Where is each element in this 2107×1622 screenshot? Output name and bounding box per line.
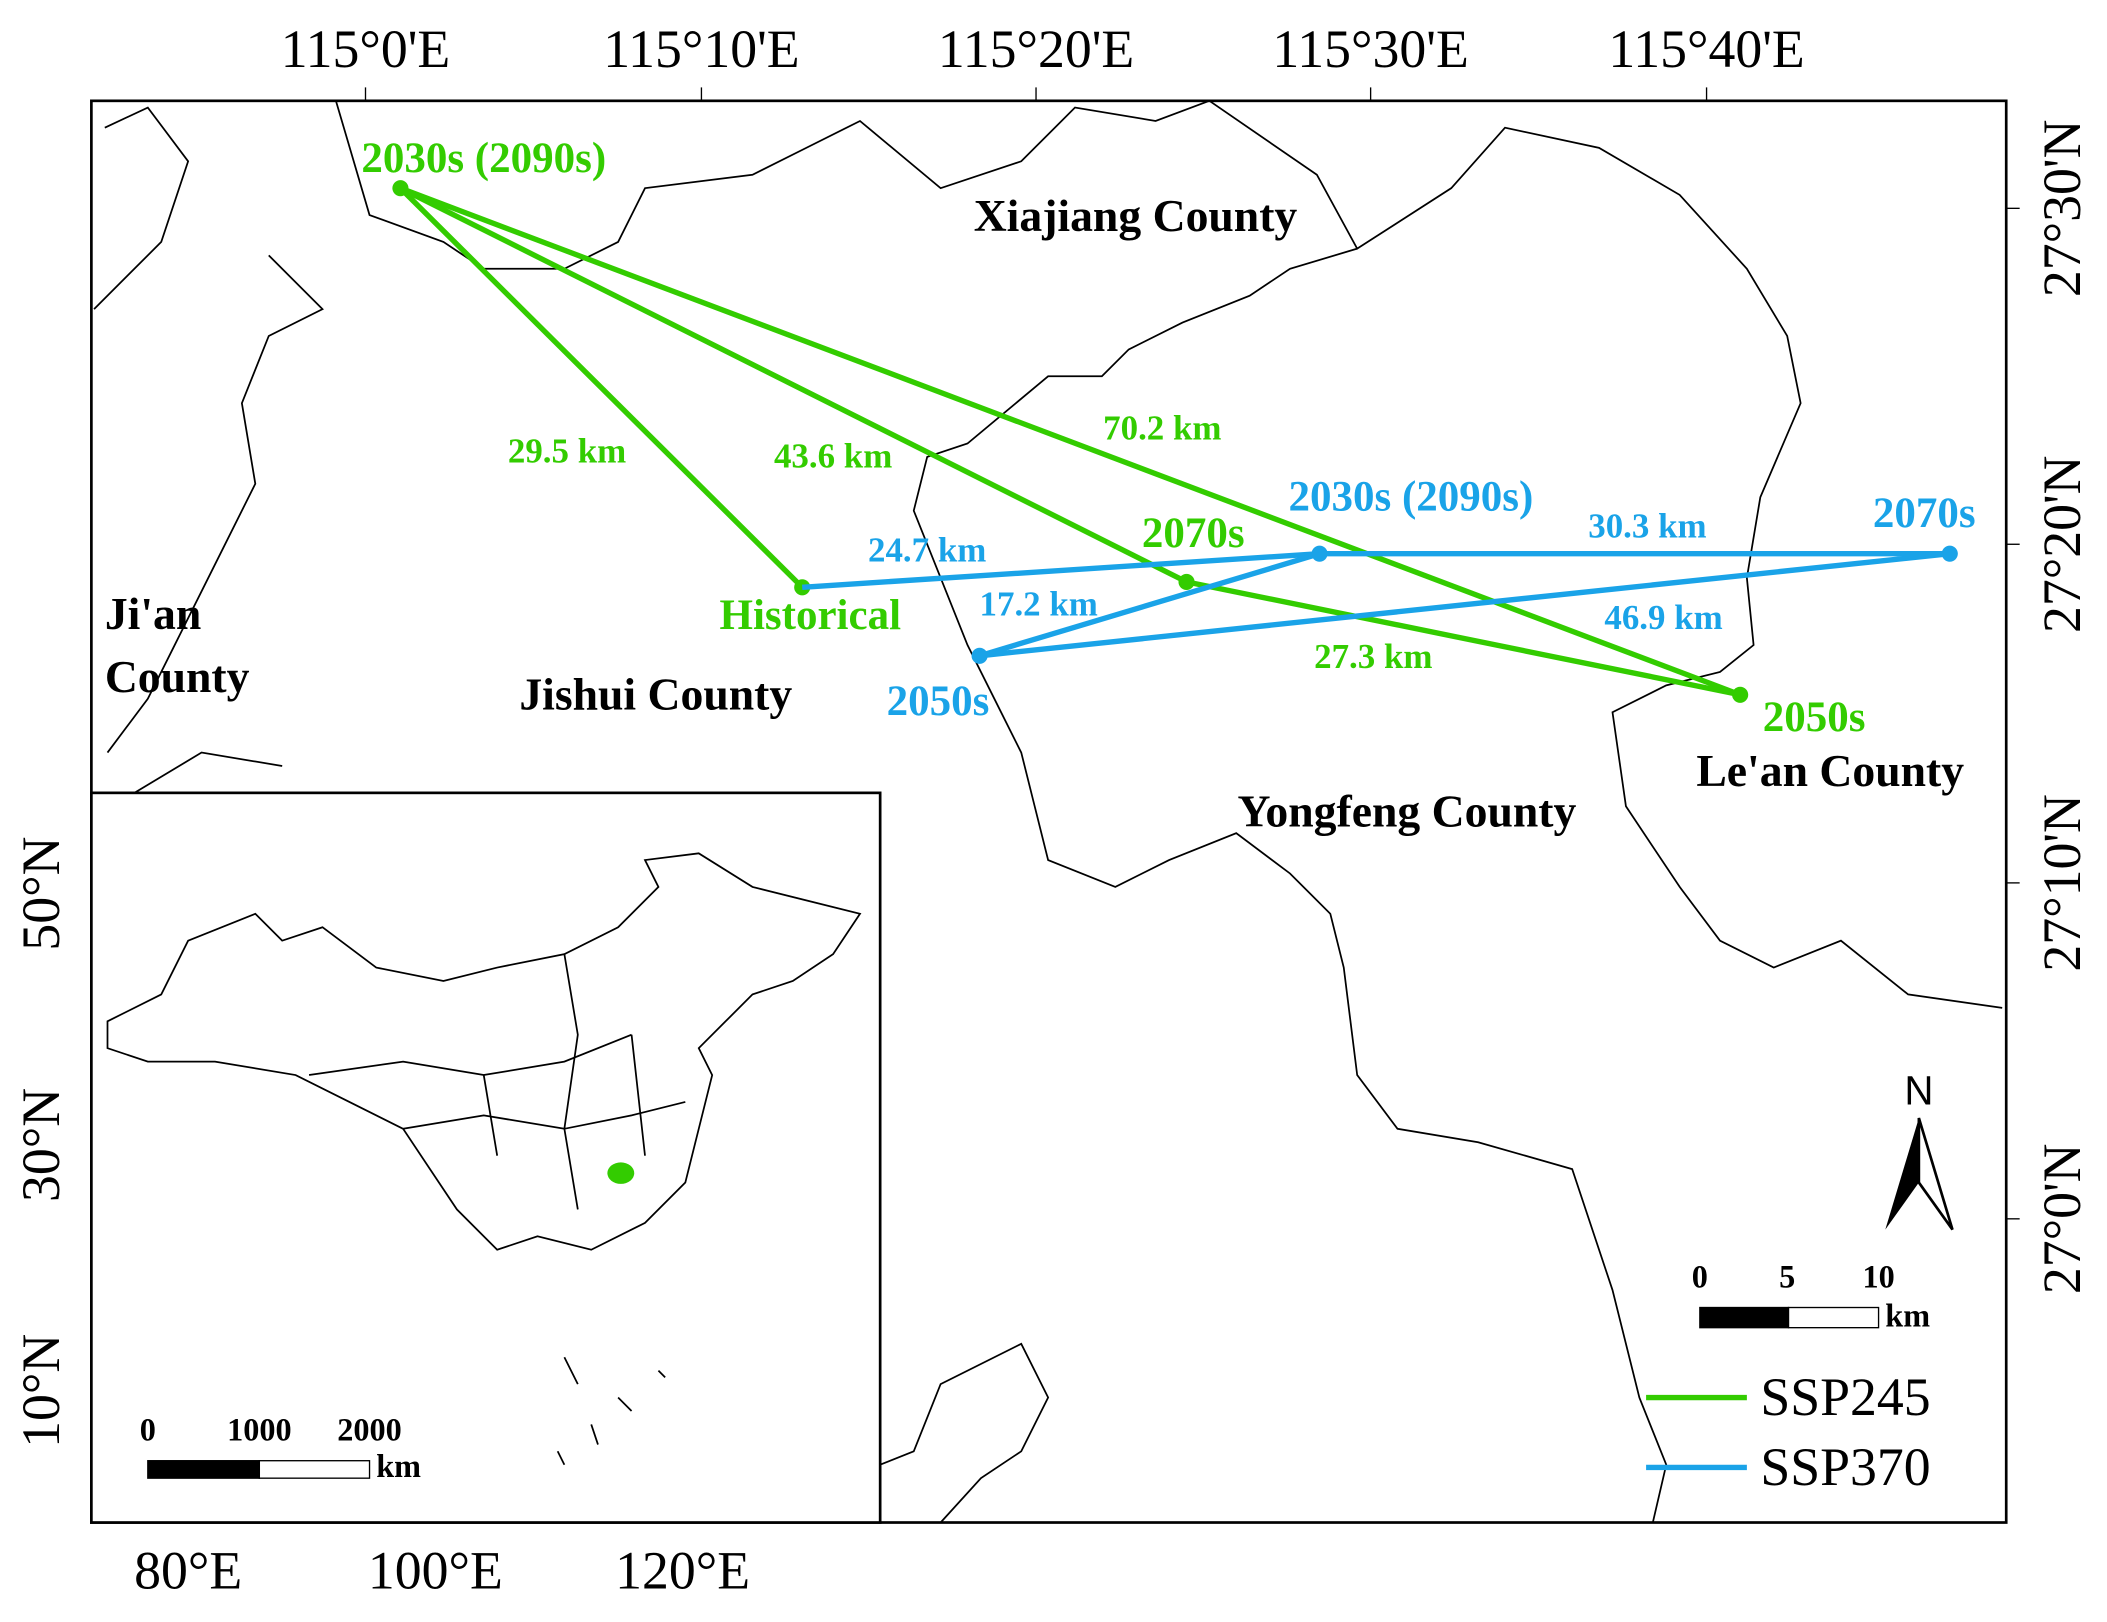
point-label: 2070s	[1142, 510, 1245, 557]
legend: SSP245 SSP370	[1646, 1367, 1931, 1497]
centroid-point	[1311, 545, 1328, 562]
county-label: Xiajiang County	[974, 190, 1298, 241]
distance-label: 43.6 km	[774, 437, 892, 476]
islands	[556, 1356, 666, 1466]
arrow-left	[1885, 1118, 1919, 1230]
centroid-point	[971, 647, 988, 664]
county-label: Yongfeng County	[1238, 785, 1577, 836]
scale-label: 1000	[227, 1412, 292, 1448]
scale-bar: 0 5 10 km	[1692, 1258, 1930, 1333]
centroid-point	[1178, 573, 1195, 590]
inset-lat-label: 50°N	[11, 837, 71, 951]
county-label: Le'an County	[1696, 745, 1964, 796]
study-area	[607, 1162, 635, 1184]
china-outline	[106, 852, 862, 1251]
track-line	[802, 550, 1320, 590]
scale-segment	[1787, 1306, 1880, 1329]
county-label: County	[105, 651, 250, 702]
scale-label: 0	[1692, 1258, 1708, 1294]
lon-label: 115°0'E	[281, 19, 451, 79]
point-label: Historical	[720, 592, 902, 639]
distance-label: 30.3 km	[1588, 507, 1706, 546]
distance-label: 17.2 km	[980, 584, 1098, 623]
legend-label: SSP245	[1760, 1367, 1930, 1427]
scale-label: 10	[1862, 1258, 1894, 1294]
lon-label: 115°40'E	[1608, 19, 1804, 79]
point-label: 2050s	[887, 678, 990, 725]
point-label: 2030s (2090s)	[361, 135, 606, 182]
track-line	[1185, 579, 1741, 698]
distance-label: 29.5 km	[508, 431, 626, 470]
scale-segment	[147, 1460, 261, 1479]
distance-label: 24.7 km	[868, 531, 986, 570]
centroid-point	[1732, 686, 1749, 703]
centroid-point	[392, 180, 409, 197]
lat-label: 27°20'N	[2032, 456, 2092, 634]
track-line	[978, 551, 1321, 659]
lon-label: 115°10'E	[603, 19, 799, 79]
lat-label: 27°0'N	[2032, 1144, 2092, 1295]
north-label: N	[1904, 1069, 1933, 1114]
legend-label: SSP370	[1760, 1437, 1930, 1497]
track-line	[399, 185, 1188, 585]
point-label: 2070s	[1873, 490, 1976, 537]
scale-label: 0	[140, 1412, 156, 1448]
distance-label: 70.2 km	[1103, 408, 1221, 447]
ssp370-track: 2030s (2090s) 2070s 2050s 24.7 km 30.3 k…	[802, 474, 1976, 725]
province-lines	[308, 953, 686, 1210]
track-line	[979, 550, 1951, 659]
centroid-point	[1941, 545, 1958, 562]
lon-label: 115°20'E	[938, 19, 1134, 79]
distance-label: 46.9 km	[1604, 598, 1722, 637]
county-labels: Xiajiang County Ji'an County Jishui Coun…	[105, 190, 1964, 836]
scale-segment	[258, 1460, 371, 1479]
scale-label: 5	[1779, 1258, 1795, 1294]
lat-label: 27°10'N	[2032, 794, 2092, 972]
track-line	[398, 186, 805, 590]
inset-lon-label: 80°E	[134, 1540, 242, 1600]
arrow-right	[1917, 1117, 1954, 1231]
scale-segment	[1699, 1306, 1790, 1329]
north-arrow: N	[1885, 1069, 1954, 1231]
right-ticks: 27°30'N 27°20'N 27°10'N 27°0'N	[2006, 120, 2092, 1295]
inset-lon-label: 120°E	[615, 1540, 750, 1600]
distance-label: 27.3 km	[1314, 637, 1432, 676]
county-label: Jishui County	[519, 669, 792, 720]
lat-label: 27°30'N	[2032, 120, 2092, 298]
inset-lat-label: 30°N	[11, 1088, 71, 1202]
track-line	[399, 185, 1742, 698]
point-label: 2030s (2090s)	[1289, 474, 1534, 521]
inset-map: 80°E 100°E 120°E 50°N 30°N 10°N 0 1000 2…	[11, 791, 882, 1600]
scale-unit: km	[1885, 1297, 1930, 1333]
scale-unit: km	[376, 1448, 421, 1484]
county-label: Ji'an	[105, 588, 201, 639]
inset-lat-label: 10°N	[11, 1334, 71, 1448]
inset-lon-label: 100°E	[368, 1540, 503, 1600]
lon-label: 115°30'E	[1272, 19, 1468, 79]
ssp245-track: 2030s (2090s) Historical 2070s 2050s 29.…	[361, 135, 1865, 741]
inset-frame	[90, 791, 882, 1524]
point-label: 2050s	[1763, 694, 1866, 741]
county-boundaries	[93, 100, 2003, 1524]
scale-label: 2000	[337, 1412, 402, 1448]
top-ticks: 115°0'E 115°10'E 115°20'E 115°30'E 115°4…	[281, 19, 1805, 101]
